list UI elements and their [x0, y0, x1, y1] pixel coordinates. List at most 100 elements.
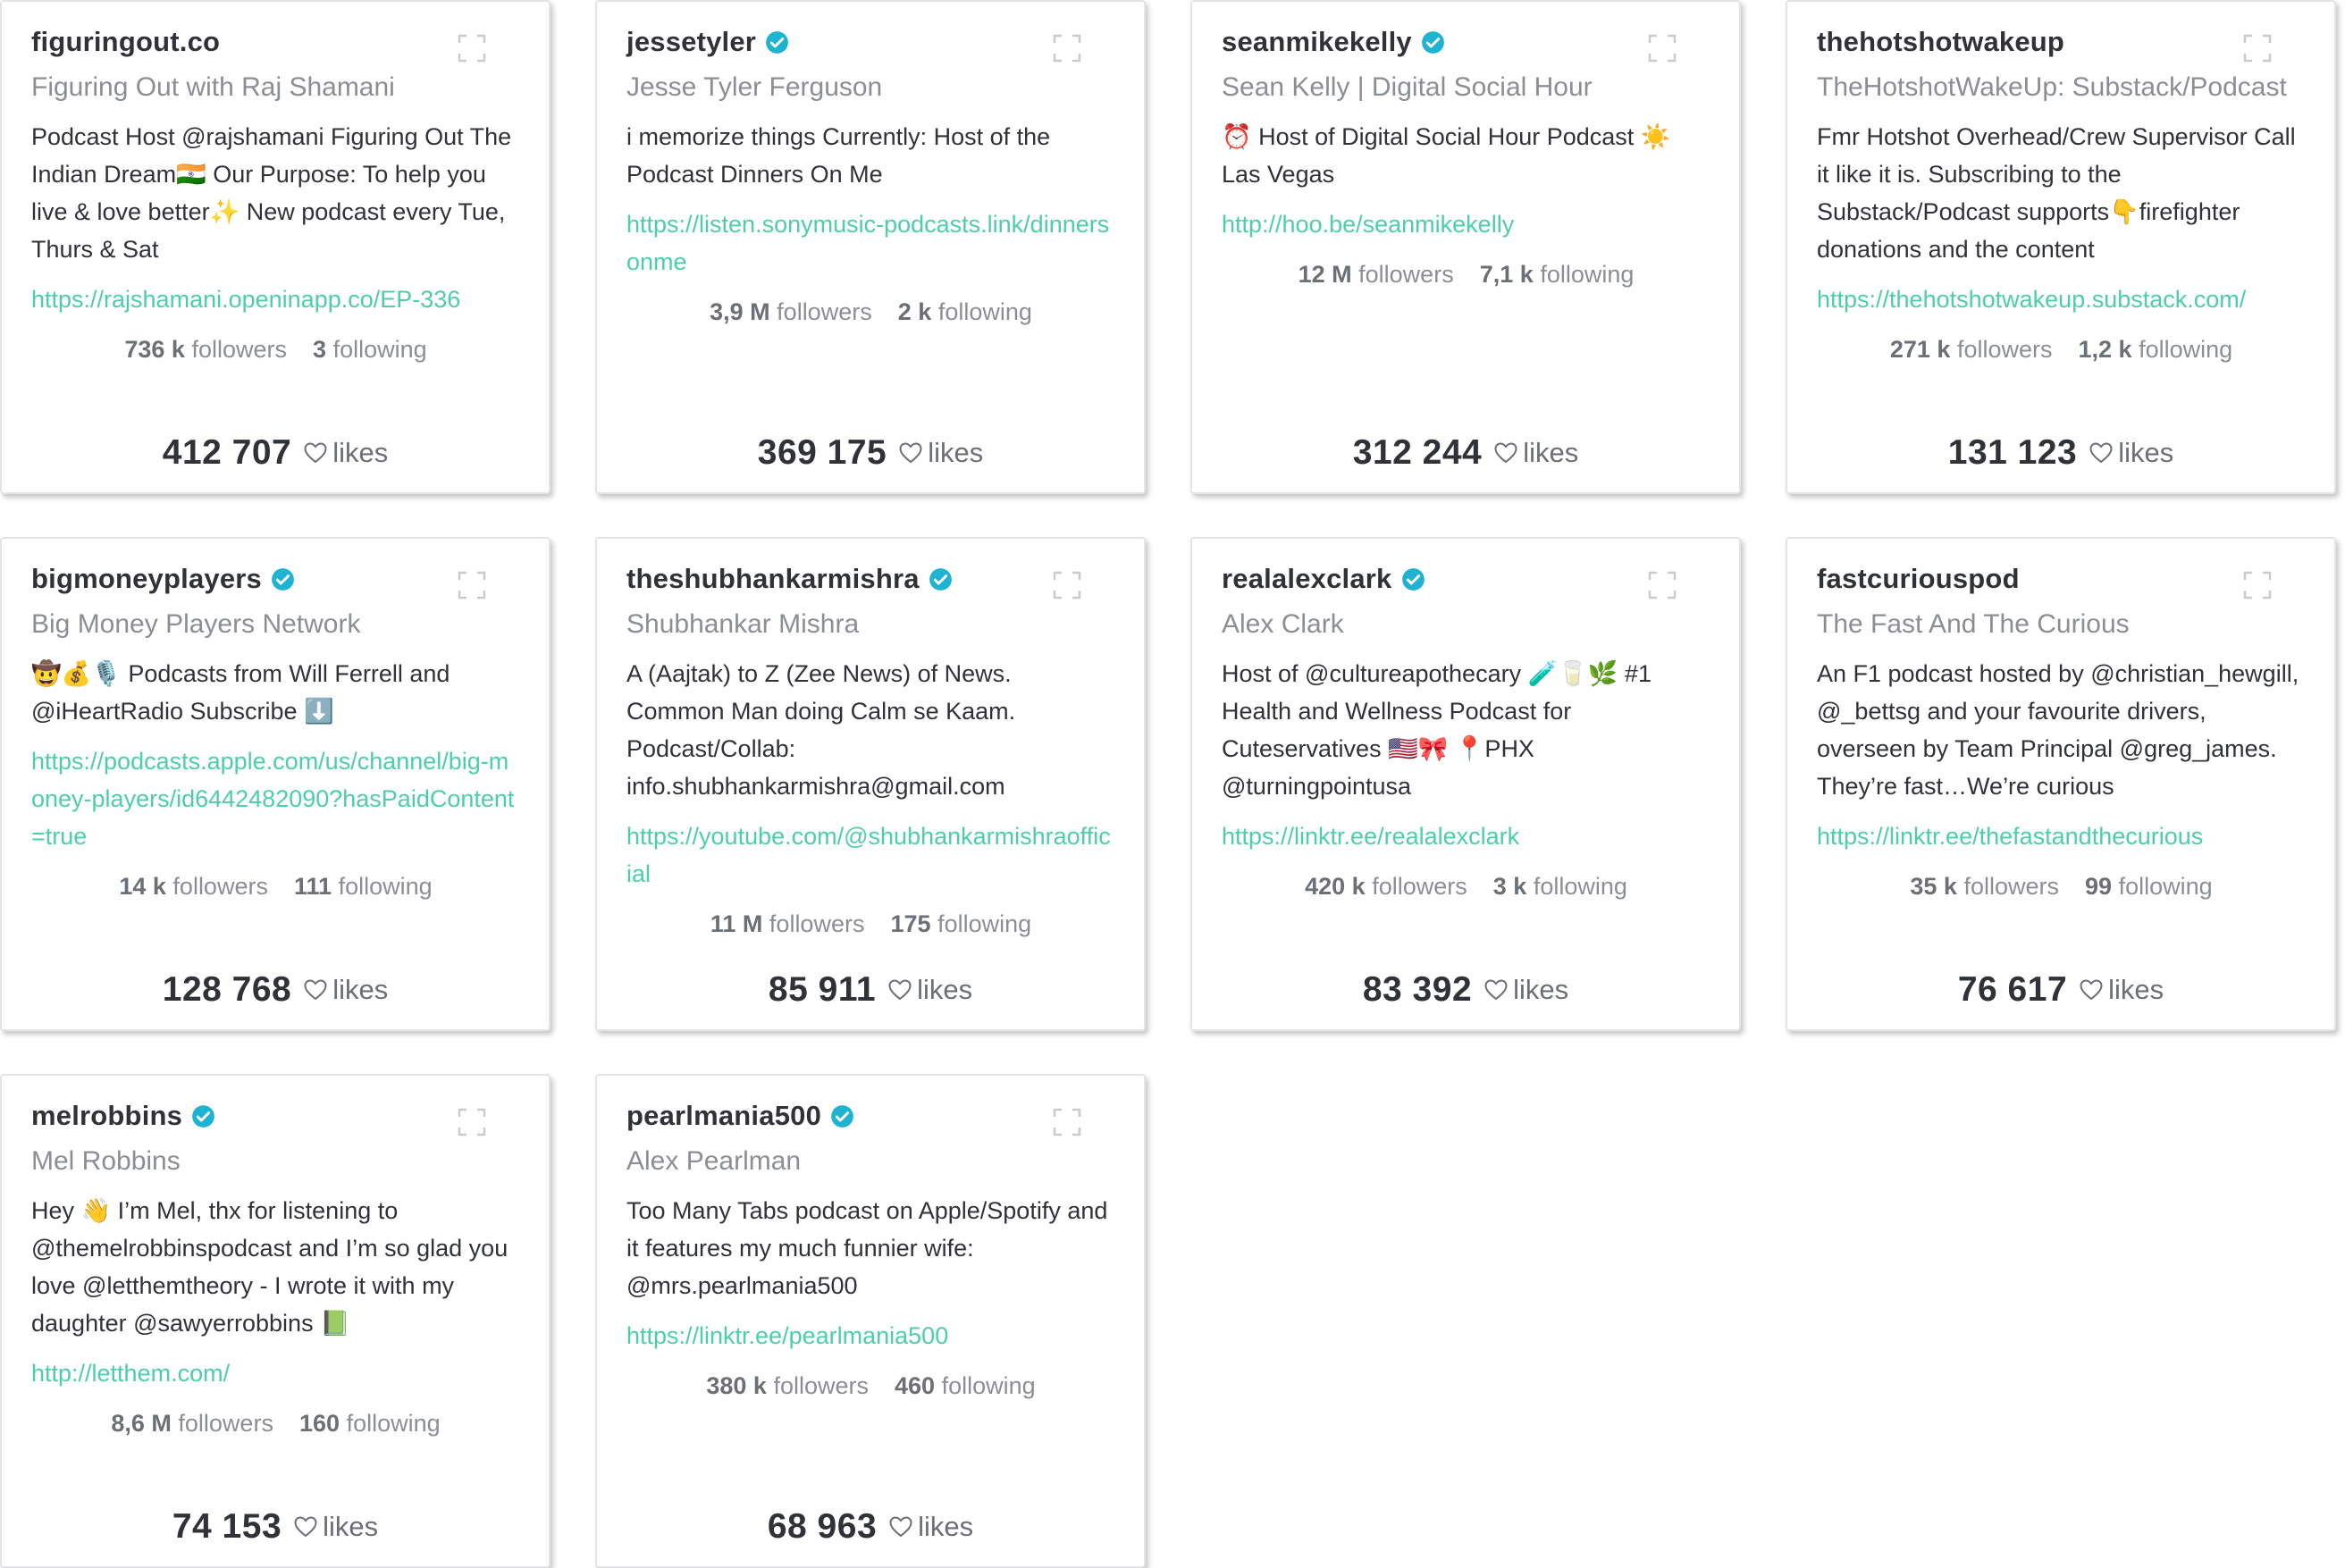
followers-label: followers [1358, 261, 1454, 288]
following-count: 460 [895, 1372, 936, 1399]
expand-icon[interactable] [458, 571, 486, 600]
creator-handle[interactable]: theshubhankarmishra [626, 563, 920, 594]
followers-label: followers [773, 1372, 869, 1399]
creator-link[interactable]: http://letthem.com/ [31, 1360, 231, 1387]
expand-icon[interactable] [1053, 1108, 1081, 1136]
creator-card[interactable]: realalexclark Alex Clark Host of @cultur… [1190, 537, 1741, 1031]
creator-full-name: The Fast And The Curious [1817, 609, 2130, 639]
following-count: 175 [890, 910, 931, 937]
creator-card[interactable]: fastcuriouspod The Fast And The Curious … [1786, 537, 2336, 1031]
following-count: 3 [313, 336, 327, 363]
followers-count: 3,9 M [710, 298, 770, 325]
creator-full-name: Alex Clark [1222, 609, 1344, 639]
creator-bio: 🤠💰🎙️ Podcasts from Will Ferrell and @iHe… [31, 660, 450, 725]
creator-card[interactable]: melrobbins Mel Robbins Hey 👋 I’m Mel, th… [0, 1074, 551, 1568]
creator-handle[interactable]: thehotshotwakeup [1817, 26, 2065, 57]
likes-row: 131 123 likes [1787, 433, 2334, 473]
creator-handle[interactable]: fastcuriouspod [1817, 563, 2020, 594]
creator-stats: 271 k followers 1,2 k following [1817, 331, 2306, 368]
handle-row: figuringout.co [31, 21, 520, 63]
following-label: following [2118, 873, 2213, 900]
expand-icon[interactable] [2243, 34, 2272, 63]
following-label: following [1533, 873, 1627, 900]
heart-icon [888, 979, 912, 1001]
creator-handle[interactable]: seanmikekelly [1222, 26, 1412, 57]
verified-badge-icon [272, 567, 294, 591]
expand-icon[interactable] [1053, 571, 1081, 600]
following-count: 1,2 k [2078, 336, 2132, 363]
handle-row: fastcuriouspod [1817, 558, 2306, 600]
following-label: following [937, 910, 1032, 937]
creator-handle[interactable]: pearlmania500 [626, 1100, 822, 1131]
likes-label: likes [1523, 437, 1579, 468]
following-count: 2 k [897, 298, 932, 325]
creator-bio: i memorize things Currently: Host of the… [626, 123, 1051, 188]
creator-link[interactable]: https://thehotshotwakeup.substack.com/ [1817, 286, 2247, 313]
following-count: 7,1 k [1479, 261, 1534, 288]
likes-label: likes [323, 1511, 379, 1542]
creator-handle[interactable]: realalexclark [1222, 563, 1392, 594]
handle-row: theshubhankarmishra [626, 558, 1115, 600]
followers-count: 35 k [1910, 873, 1957, 900]
creator-full-name: Shubhankar Mishra [626, 609, 860, 639]
following-label: following [2139, 336, 2233, 363]
creator-link[interactable]: https://linktr.ee/realalexclark [1222, 823, 1520, 850]
creator-link[interactable]: https://youtube.com/@shubhankarmishraoff… [626, 823, 1111, 887]
creator-link[interactable]: http://hoo.be/seanmikekelly [1222, 211, 1515, 238]
likes-count: 412 707 [162, 433, 292, 472]
likes-row: 68 963 likes [597, 1507, 1144, 1547]
verified-badge-icon [1422, 30, 1444, 54]
likes-row: 83 392 likes [1192, 970, 1739, 1010]
creator-full-name: TheHotshotWakeUp: Substack/Podcast [1817, 72, 2287, 102]
likes-label: likes [2108, 974, 2164, 1005]
expand-icon[interactable] [458, 1108, 486, 1136]
creator-handle[interactable]: figuringout.co [31, 26, 221, 57]
creator-stats: 35 k followers 99 following [1817, 868, 2306, 905]
following-count: 99 [2085, 873, 2113, 900]
likes-row: 76 617 likes [1787, 970, 2334, 1010]
likes-row: 369 175 likes [597, 433, 1144, 473]
creator-card[interactable]: jessetyler Jesse Tyler Ferguson i memori… [595, 0, 1146, 494]
creator-card[interactable]: bigmoneyplayers Big Money Players Networ… [0, 537, 551, 1031]
creator-stats: 12 M followers 7,1 k following [1222, 256, 1710, 293]
creator-handle[interactable]: bigmoneyplayers [31, 563, 262, 594]
followers-count: 271 k [1889, 336, 1951, 363]
likes-count: 85 911 [768, 970, 877, 1009]
likes-count: 74 153 [172, 1507, 282, 1546]
expand-icon[interactable] [1648, 571, 1677, 600]
followers-label: followers [1956, 336, 2053, 363]
followers-count: 736 k [124, 336, 185, 363]
creator-link[interactable]: https://linktr.ee/pearlmania500 [626, 1322, 949, 1349]
heart-icon [2089, 442, 2113, 464]
creator-link[interactable]: https://podcasts.apple.com/us/channel/bi… [31, 748, 515, 850]
likes-row: 312 244 likes [1192, 433, 1739, 473]
likes-row: 85 911 likes [597, 970, 1144, 1010]
creator-card[interactable]: pearlmania500 Alex Pearlman Too Many Tab… [595, 1074, 1146, 1568]
creator-bio: Podcast Host @rajshamani Figuring Out Th… [31, 123, 512, 263]
creator-card[interactable]: seanmikekelly Sean Kelly | Digital Socia… [1190, 0, 1741, 494]
verified-badge-icon [766, 30, 788, 54]
creator-link[interactable]: https://listen.sonymusic-podcasts.link/d… [626, 211, 1110, 275]
likes-count: 369 175 [757, 433, 887, 472]
creator-card[interactable]: thehotshotwakeup TheHotshotWakeUp: Subst… [1786, 0, 2336, 494]
creator-bio: Host of @cultureapothecary 🧪🥛🌿 #1 Health… [1222, 660, 1652, 800]
creator-stats: 380 k followers 460 following [626, 1367, 1115, 1404]
verified-badge-icon [831, 1104, 853, 1128]
expand-icon[interactable] [1053, 34, 1081, 63]
creator-handle[interactable]: melrobbins [31, 1100, 183, 1131]
expand-icon[interactable] [1648, 34, 1677, 63]
following-label: following [338, 873, 433, 900]
expand-icon[interactable] [2243, 571, 2272, 600]
creator-handle[interactable]: jessetyler [626, 26, 757, 57]
likes-count: 83 392 [1362, 970, 1473, 1009]
creator-card[interactable]: theshubhankarmishra Shubhankar Mishra A … [595, 537, 1146, 1031]
expand-icon[interactable] [458, 34, 486, 63]
likes-count: 128 768 [162, 970, 292, 1009]
likes-row: 128 768 likes [2, 970, 549, 1010]
likes-count: 131 123 [1947, 433, 2078, 472]
following-label: following [332, 336, 427, 363]
heart-icon [1494, 442, 1517, 464]
creator-card[interactable]: figuringout.co Figuring Out with Raj Sha… [0, 0, 551, 494]
creator-link[interactable]: https://rajshamani.openinapp.co/EP-336 [31, 286, 461, 313]
creator-link[interactable]: https://linktr.ee/thefastandthecurious [1817, 823, 2204, 850]
